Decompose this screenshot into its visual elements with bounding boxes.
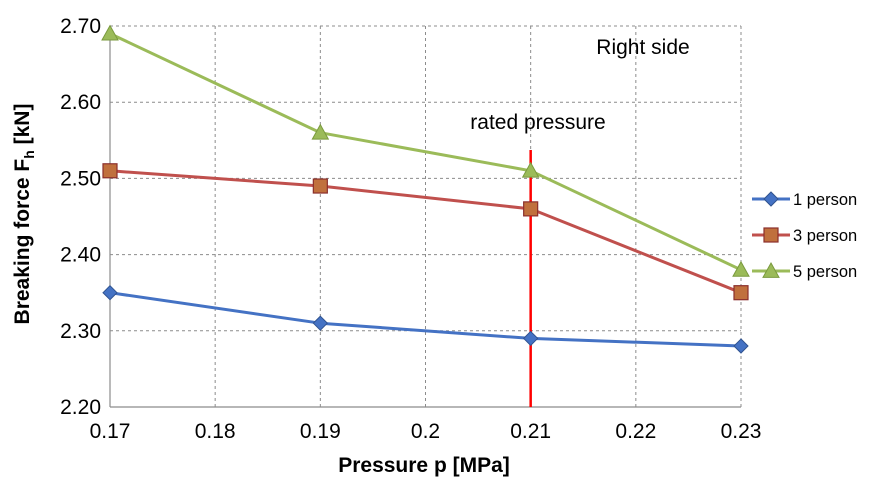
y-axis-title: Breaking force Fh [kN] — [11, 104, 37, 325]
data-point-1-person — [312, 315, 329, 331]
y-axis-title-unit: [kN] — [11, 104, 34, 151]
legend-label: 3 person — [793, 227, 857, 245]
data-point-5-person — [311, 123, 330, 140]
data-point-5-person — [521, 161, 540, 178]
x-tick-label: 0.2 — [411, 420, 440, 443]
series-line-3-person — [109, 169, 742, 295]
x-tick-label: 0.23 — [721, 420, 762, 443]
rated-pressure-label: rated pressure — [470, 111, 605, 134]
y-tick-label: 2.60 — [60, 91, 101, 114]
series-lines — [109, 32, 742, 348]
right-side-annotation: Right side — [596, 36, 689, 59]
x-axis-title: Pressure p [MPa] — [338, 454, 510, 477]
legend-label: 5 person — [793, 263, 857, 281]
x-tick-label: 0.19 — [300, 420, 341, 443]
data-point-3-person — [733, 285, 749, 301]
y-tick-labels: 2.20 2.30 2.40 2.50 2.60 2.70 — [60, 15, 101, 419]
axes — [109, 26, 741, 408]
y-tick-label: 2.20 — [60, 396, 101, 419]
legend-marker-3-person — [763, 227, 779, 243]
data-point-1-person — [102, 284, 118, 301]
y-tick-label: 2.30 — [60, 320, 101, 343]
y-axis-title-main: Breaking force F — [11, 159, 34, 325]
y-tick-label: 2.40 — [60, 244, 101, 267]
data-point-3-person — [102, 163, 118, 179]
series-line-5-person — [109, 32, 742, 272]
y-tick-label: 2.70 — [60, 15, 101, 38]
grid-lines — [110, 25, 742, 407]
data-point-1-person — [522, 330, 539, 347]
y-tick-label: 2.50 — [60, 167, 101, 190]
y-axis-title-subscript: h — [21, 150, 37, 159]
x-tick-label: 0.22 — [615, 420, 656, 443]
data-point-3-person — [523, 201, 539, 217]
data-point-1-person — [733, 338, 749, 354]
series-markers — [101, 24, 750, 354]
x-tick-labels: 0.17 0.18 0.19 0.2 0.21 0.22 0.23 — [90, 420, 762, 443]
rated-pressure-annotation: rated pressure — [470, 111, 606, 407]
x-tick-label: 0.18 — [195, 420, 236, 443]
data-point-5-person — [101, 24, 119, 41]
data-point-5-person — [732, 260, 750, 277]
legend: 1 person 3 person 5 person — [752, 191, 857, 281]
x-tick-label: 0.21 — [510, 420, 551, 443]
data-point-3-person — [312, 178, 328, 194]
legend-marker-1-person — [763, 191, 779, 207]
series-line-1-person — [109, 291, 742, 348]
legend-label: 1 person — [793, 191, 857, 209]
x-tick-label: 0.17 — [90, 420, 131, 443]
legend-marker-5-person — [762, 261, 780, 278]
